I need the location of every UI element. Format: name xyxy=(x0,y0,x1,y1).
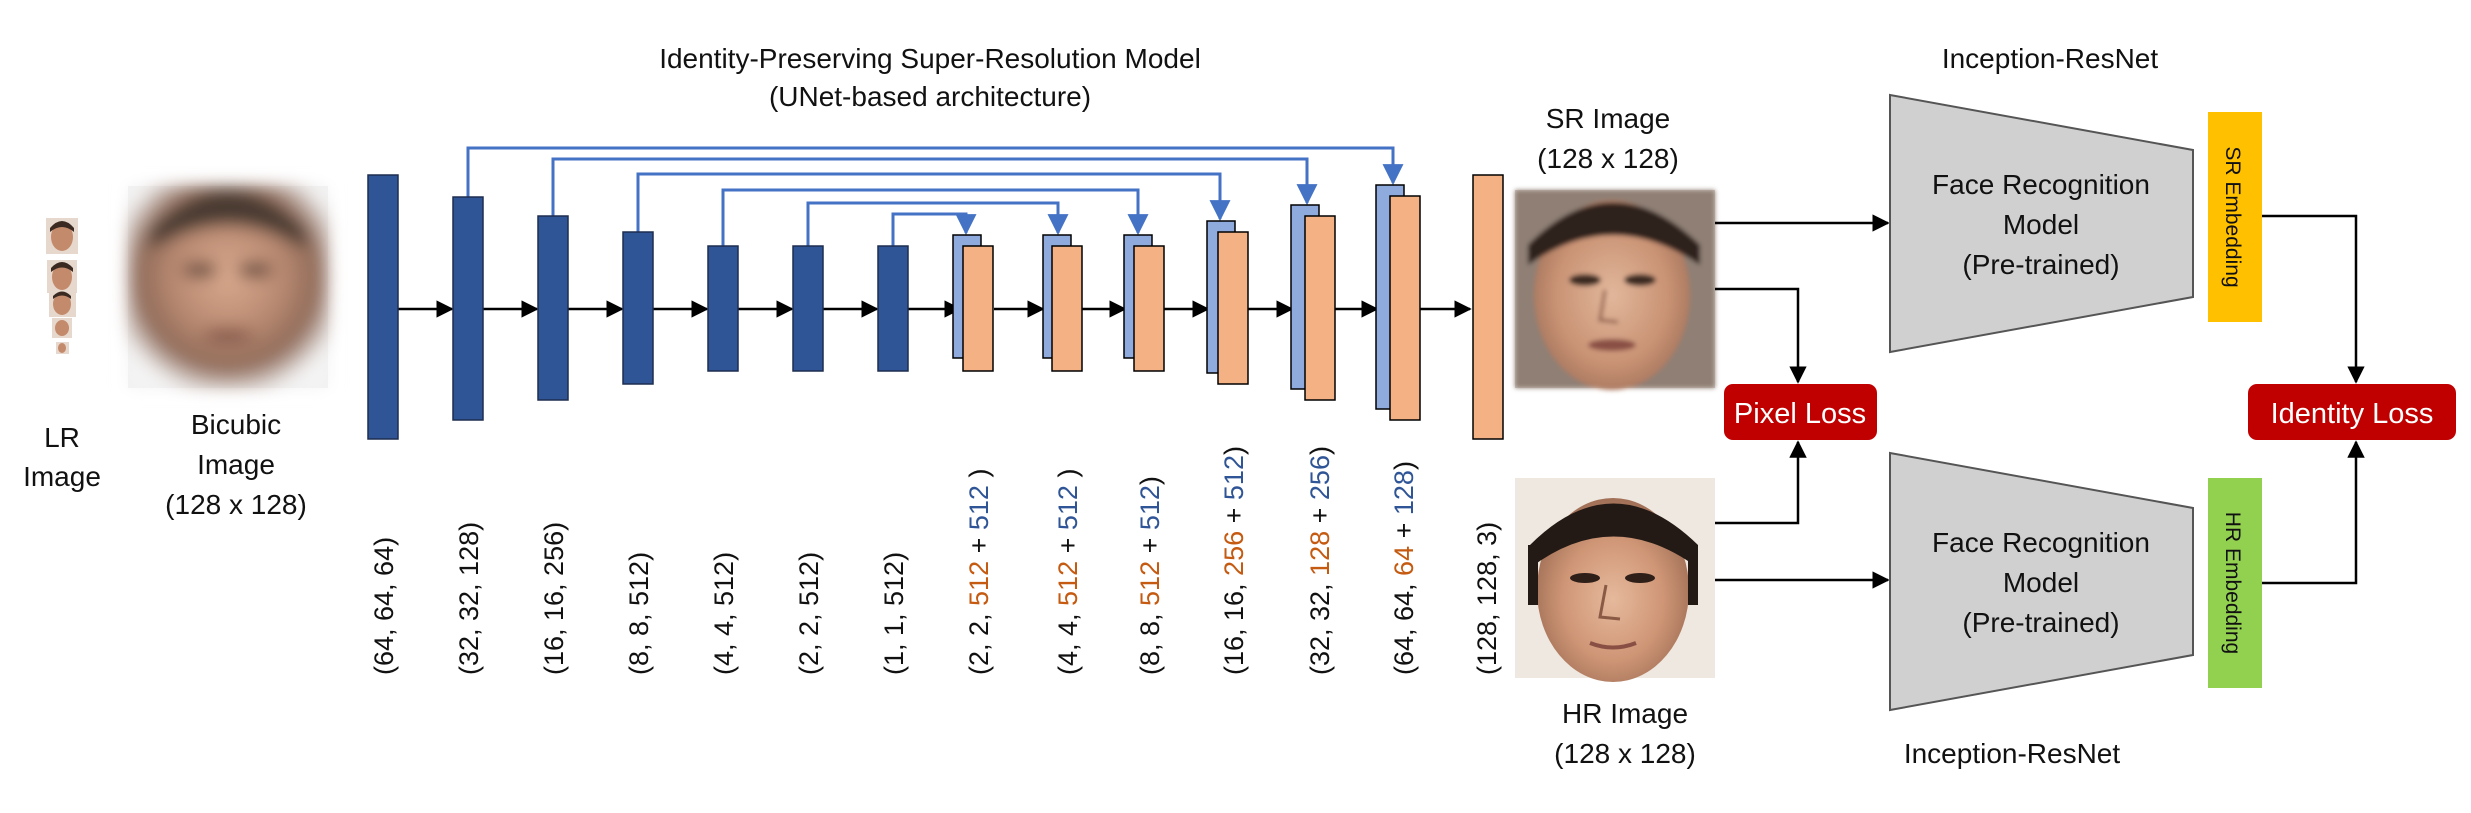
skip-connection-6 xyxy=(891,212,977,246)
sr-face-image xyxy=(1515,190,1715,390)
skip-connection-1 xyxy=(466,146,1404,197)
encoder-blocks xyxy=(367,174,909,440)
face-thumbnail-icon xyxy=(52,318,72,338)
model-bottom-line1: Face Recognition xyxy=(1932,527,2150,558)
hr-embedding-label: HR Embedding xyxy=(2221,512,2244,654)
skip-connection-3 xyxy=(636,172,1231,232)
pixel-loss-box xyxy=(1724,384,1877,440)
blurry-face-image xyxy=(128,186,328,388)
encoder-dimension-labels: (64, 64, 64) (32, 32, 128) (16, 16, 256)… xyxy=(369,522,909,675)
dim-label: (64, 64, 64 + 128) xyxy=(1389,461,1419,675)
output-arrows xyxy=(1715,214,2365,589)
skip-connection-2 xyxy=(551,157,1318,216)
sr-label-line2: (128 x 128) xyxy=(1537,143,1679,174)
decoder-dimension-labels: (2, 2, 512 + 512 ) (4, 4, 512 + 512 ) (8… xyxy=(964,446,1502,675)
hr-label-line2: (128 x 128) xyxy=(1554,738,1696,769)
face-thumbnail-icon xyxy=(46,218,78,254)
sr-embedding-label: SR Embedding xyxy=(2221,146,2244,287)
encoder-block xyxy=(622,231,654,385)
hr-face-image xyxy=(1515,478,1715,682)
bicubic-label-line2: Image xyxy=(197,449,275,480)
title-line1: Identity-Preserving Super-Resolution Mod… xyxy=(659,43,1201,74)
encoder-block xyxy=(537,215,569,401)
sr-label-line1: SR Image xyxy=(1546,103,1671,134)
title-line2: (UNet-based architecture) xyxy=(769,81,1091,112)
dim-label: (32, 32, 128 + 256) xyxy=(1305,446,1335,675)
decoder-block xyxy=(1133,245,1165,372)
encoder-block xyxy=(367,174,399,440)
decoder-block xyxy=(1051,245,1083,372)
model-top-header: Inception-ResNet xyxy=(1942,43,2159,74)
output-block xyxy=(1472,174,1504,440)
skip-connection-5 xyxy=(806,201,1069,246)
skip-connection-4 xyxy=(721,188,1149,246)
lr-face-thumbnails xyxy=(46,218,78,354)
encoder-block xyxy=(792,245,824,372)
dim-label: (16, 16, 256 + 512) xyxy=(1219,446,1249,675)
pixel-loss-label: Pixel Loss xyxy=(1734,398,1866,430)
encoder-block xyxy=(452,196,484,421)
sr-embedding-to-loss-arrow xyxy=(2218,214,2365,384)
encoder-block xyxy=(707,245,739,372)
model-bottom-line2: Model xyxy=(2003,567,2079,598)
dim-label: (32, 32, 128) xyxy=(454,522,484,675)
hr-embedding-to-loss-arrow xyxy=(2218,440,2365,585)
face-recognition-model-top xyxy=(1889,93,2194,354)
dim-label: (8, 8, 512 + 512) xyxy=(1135,476,1165,675)
dim-label: (16, 16, 256) xyxy=(539,522,569,675)
model-top-line1: Face Recognition xyxy=(1932,169,2150,200)
model-bottom-footer: Inception-ResNet xyxy=(1904,738,2121,769)
dim-label: (1, 1, 512) xyxy=(879,552,909,675)
decoder-block xyxy=(1304,215,1336,401)
dim-label: (8, 8, 512) xyxy=(624,552,654,675)
bicubic-label-line3: (128 x 128) xyxy=(165,489,307,520)
dim-label: (4, 4, 512) xyxy=(709,552,739,675)
decoder-block xyxy=(1217,231,1249,385)
hr-label-line1: HR Image xyxy=(1562,698,1688,729)
identity-loss-box xyxy=(2248,384,2456,440)
model-bottom-line3: (Pre-trained) xyxy=(1962,607,2119,638)
hr-to-pixel-loss-arrow xyxy=(1715,440,1807,525)
dim-label: (64, 64, 64) xyxy=(369,537,399,675)
bicubic-label-line1: Bicubic xyxy=(191,409,281,440)
identity-loss-label: Identity Loss xyxy=(2271,398,2434,430)
decoder-blocks xyxy=(952,174,1504,440)
face-recognition-model-bottom xyxy=(1889,451,2194,712)
model-top-line2: Model xyxy=(2003,209,2079,240)
encoder-block xyxy=(877,245,909,372)
lr-label-line2: Image xyxy=(23,461,101,492)
dim-label: (2, 2, 512 + 512 ) xyxy=(964,469,994,675)
model-top-line3: (Pre-trained) xyxy=(1962,249,2119,280)
sr-to-pixel-loss-arrow xyxy=(1715,287,1807,384)
dim-label: (2, 2, 512) xyxy=(794,552,824,675)
decoder-block xyxy=(1389,195,1421,421)
sr-embedding-block xyxy=(2208,112,2262,322)
face-thumbnail-icon xyxy=(49,290,76,317)
skip-connections xyxy=(466,146,1404,246)
dim-label: (4, 4, 512 + 512 ) xyxy=(1053,469,1083,675)
face-thumbnail-icon xyxy=(47,260,77,293)
face-thumbnail-icon xyxy=(56,342,69,354)
hr-embedding-block xyxy=(2208,478,2262,688)
dim-label: (128, 128, 3) xyxy=(1472,522,1502,675)
decoder-block xyxy=(962,245,994,372)
lr-label-line1: LR xyxy=(44,422,80,453)
